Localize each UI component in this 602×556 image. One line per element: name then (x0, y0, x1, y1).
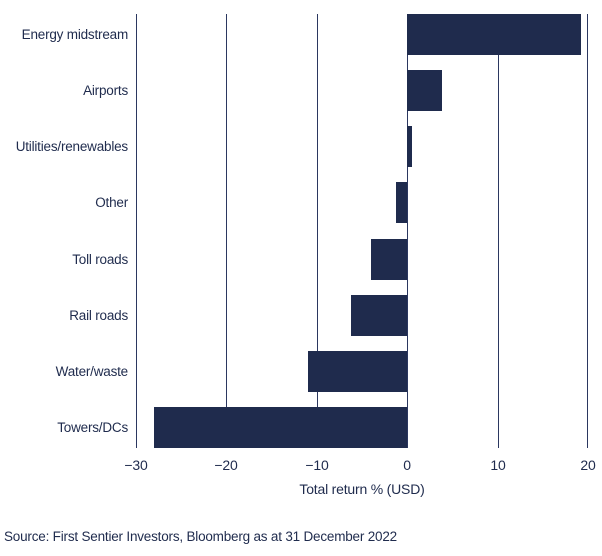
gridline-20 (587, 14, 588, 448)
source-note: Source: First Sentier Investors, Bloombe… (4, 529, 397, 544)
bar-utilities-renewables (407, 126, 412, 167)
bar-water-waste (308, 351, 407, 392)
bar-rail-roads (351, 295, 407, 336)
x-axis-title: Total return % (USD) (299, 481, 425, 497)
category-label-towers-dcs: Towers/DCs (57, 420, 128, 435)
gridline--10 (317, 14, 318, 448)
x-tick-label--20: −20 (214, 457, 238, 473)
x-tick-label-10: 10 (490, 457, 506, 473)
x-tick-label--10: −10 (305, 457, 329, 473)
category-label-airports: Airports (83, 83, 128, 98)
gridline--30 (136, 14, 137, 448)
category-label-water-waste: Water/waste (55, 364, 129, 379)
category-label-energy-midstream: Energy midstream (21, 27, 129, 42)
x-tick-label--30: −30 (124, 457, 148, 473)
gridline-0 (407, 14, 408, 448)
bar-airports (407, 70, 442, 111)
bar-toll-roads (371, 239, 407, 280)
category-label-other: Other (95, 195, 128, 210)
bar-energy-midstream (407, 14, 581, 55)
gridline-10 (498, 14, 499, 448)
category-label-toll-roads: Toll roads (72, 252, 128, 267)
bar-towers-dcs (154, 407, 407, 448)
plot-area (136, 14, 588, 448)
gridline--20 (226, 14, 227, 448)
x-tick-label-20: 20 (580, 457, 596, 473)
x-tick-label-0: 0 (403, 457, 411, 473)
category-label-rail-roads: Rail roads (69, 308, 128, 323)
bar-other (396, 182, 407, 223)
category-label-utilities-renewables: Utilities/renewables (15, 139, 129, 154)
